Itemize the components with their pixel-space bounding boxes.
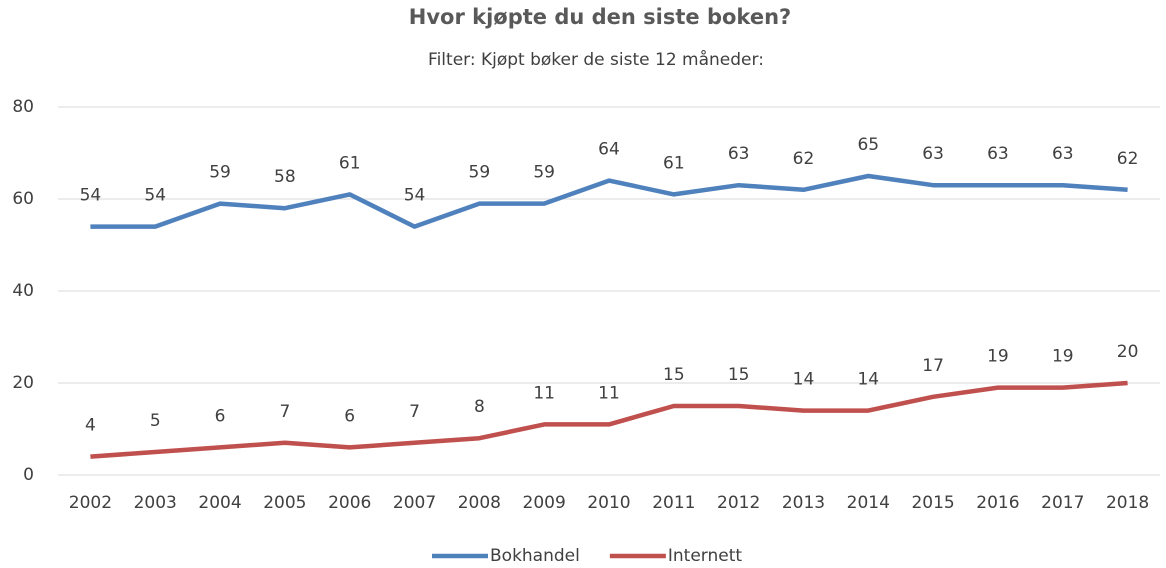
data-label: 59: [533, 163, 555, 183]
data-label: 4: [85, 416, 96, 436]
x-tick-label: 2005: [263, 493, 306, 513]
data-label: 17: [922, 356, 944, 376]
data-label: 63: [1052, 144, 1074, 164]
data-label: 20: [1117, 342, 1139, 362]
x-tick-label: 2007: [393, 493, 436, 513]
chart-title: Hvor kjøpte du den siste boken?: [409, 5, 791, 29]
x-tick-label: 2004: [198, 493, 241, 513]
y-tick-label: 40: [12, 281, 34, 301]
data-label: 14: [857, 370, 879, 390]
data-label: 15: [728, 365, 750, 385]
data-label: 59: [209, 163, 231, 183]
data-label: 7: [279, 402, 290, 422]
data-label: 61: [663, 153, 685, 173]
data-label: 54: [144, 186, 166, 206]
x-tick-label: 2013: [782, 493, 825, 513]
x-tick-label: 2017: [1041, 493, 1084, 513]
x-tick-label: 2015: [911, 493, 954, 513]
x-tick-label: 2014: [847, 493, 890, 513]
data-label: 54: [80, 186, 102, 206]
data-label: 63: [987, 144, 1009, 164]
y-tick-label: 80: [12, 97, 34, 117]
x-tick-label: 2008: [458, 493, 501, 513]
x-tick-label: 2012: [717, 493, 760, 513]
data-label: 7: [409, 402, 420, 422]
x-tick-label: 2006: [328, 493, 371, 513]
data-label: 65: [857, 135, 879, 155]
x-tick-label: 2016: [976, 493, 1019, 513]
x-tick-label: 2018: [1106, 493, 1149, 513]
x-tick-label: 2011: [652, 493, 695, 513]
data-label: 64: [598, 140, 620, 160]
data-label: 6: [215, 406, 226, 426]
data-label: 54: [404, 186, 426, 206]
series-line: [90, 173, 1128, 229]
data-label: 6: [344, 406, 355, 426]
data-label: 61: [339, 153, 361, 173]
data-label: 62: [793, 149, 815, 169]
data-label: 58: [274, 167, 296, 187]
data-label: 5: [150, 411, 161, 431]
data-label: 19: [1052, 347, 1074, 367]
legend-label: Bokhandel: [490, 546, 580, 566]
data-label: 14: [793, 370, 815, 390]
series-line: [90, 380, 1128, 459]
x-tick-label: 2009: [523, 493, 566, 513]
y-tick-label: 60: [12, 189, 34, 209]
data-label: 59: [469, 163, 491, 183]
data-label: 15: [663, 365, 685, 385]
x-tick-label: 2010: [587, 493, 630, 513]
data-label: 19: [987, 347, 1009, 367]
chart-subtitle: Filter: Kjøpt bøker de siste 12 måneder:: [428, 49, 764, 70]
data-label: 63: [728, 144, 750, 164]
data-label: 8: [474, 397, 485, 417]
data-label: 63: [922, 144, 944, 164]
data-label: 62: [1117, 149, 1139, 169]
y-tick-label: 0: [23, 465, 34, 485]
data-label: 11: [533, 383, 555, 403]
data-label: 11: [598, 383, 620, 403]
y-tick-label: 20: [12, 373, 34, 393]
x-tick-label: 2003: [134, 493, 177, 513]
legend-label: Internett: [668, 546, 743, 566]
x-tick-label: 2002: [69, 493, 112, 513]
